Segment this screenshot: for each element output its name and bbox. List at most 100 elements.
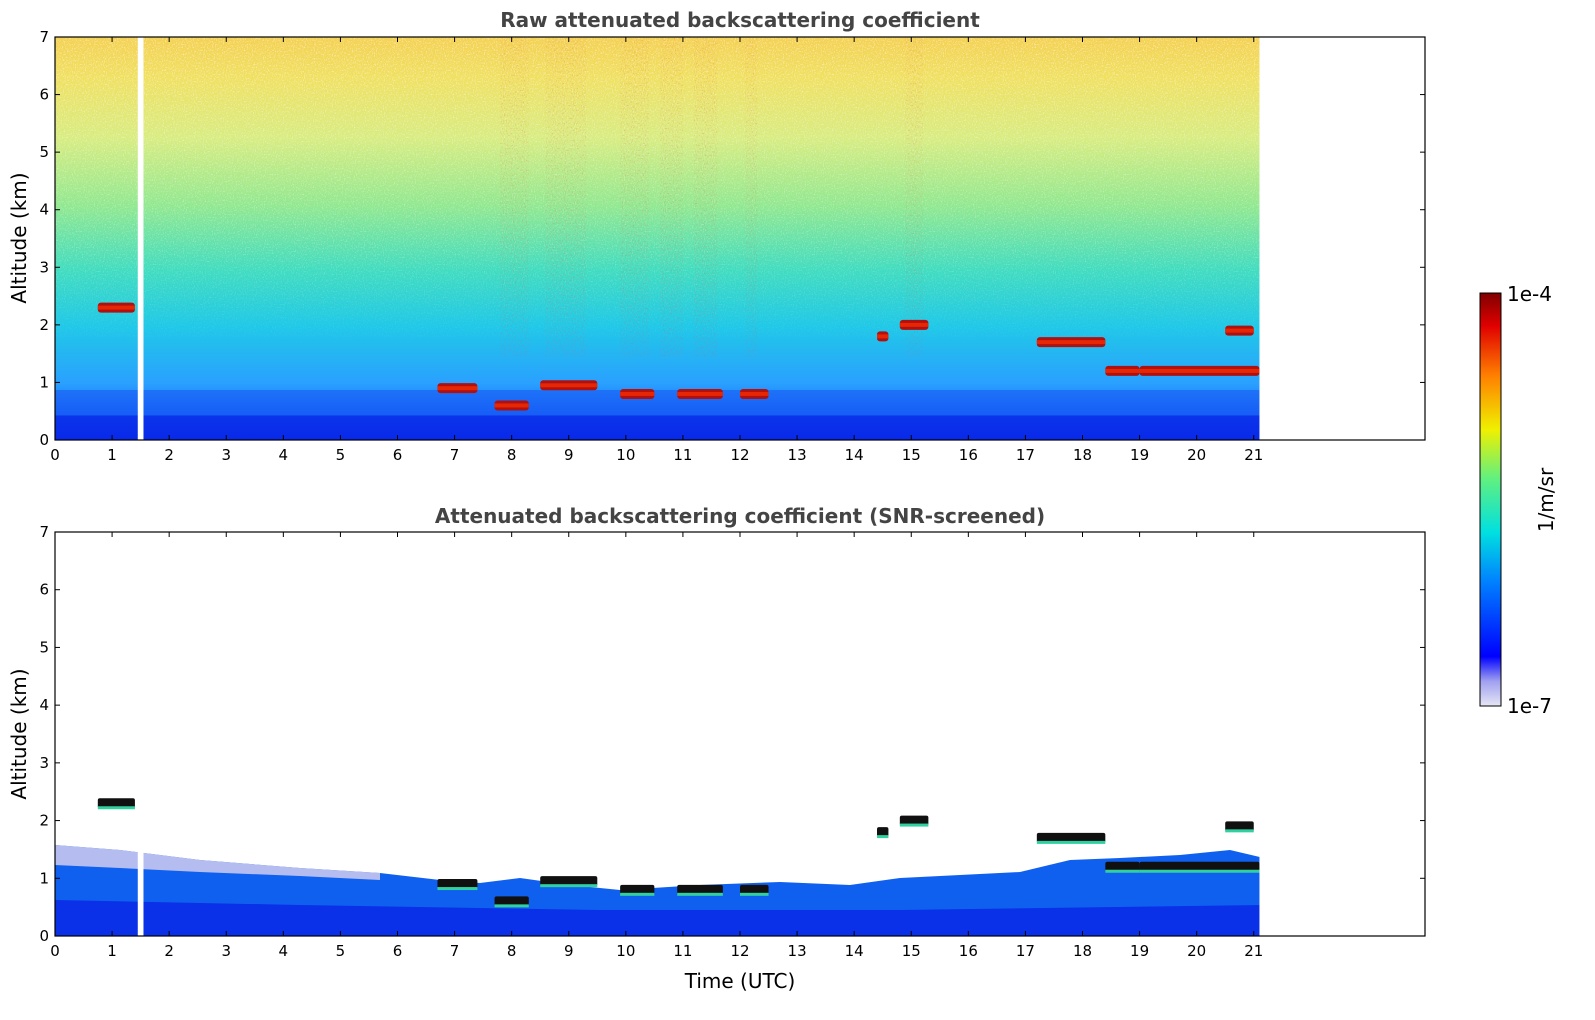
panel1-y-tick-label: 6 <box>39 86 49 104</box>
panel2-y-axis: 0 1 2 3 4 5 6 7 <box>39 523 1425 945</box>
panel2-x-tick-label: 9 <box>564 942 574 960</box>
cloud-layer <box>494 896 529 907</box>
panel2-y-tick-label: 4 <box>39 696 49 714</box>
cloud-layer-edge <box>1105 869 1140 873</box>
panel2-x-tick-label: 6 <box>393 942 403 960</box>
cloud-layer-core <box>97 305 135 310</box>
colorbar-unit-label: 1/m/sr <box>1534 467 1558 532</box>
panel2-x-tick-label: 3 <box>221 942 231 960</box>
panel1-x-tick-label: 14 <box>845 446 864 464</box>
cloud-layer-edge <box>540 884 598 888</box>
cloud-layer-core <box>620 391 655 396</box>
cloud-layer-edge <box>899 823 929 827</box>
panel1-x-tick-label: 2 <box>164 446 174 464</box>
cloud-layer <box>677 884 723 895</box>
cloud-layer <box>877 827 889 838</box>
panel1-x-axis: 0 1 2 3 4 5 6 7 8 9 10 11 12 13 14 15 16 17 18 19 20 21 <box>50 37 1263 464</box>
panel2-y-tick-label: 7 <box>39 523 49 541</box>
panel2-x-tick-label: 20 <box>1187 942 1206 960</box>
panel1-x-tick-label: 1 <box>107 446 117 464</box>
panel1-x-tick-label: 4 <box>279 446 289 464</box>
panel1-x-tick-label: 0 <box>50 446 60 464</box>
panel1-x-tick-label: 3 <box>221 446 231 464</box>
cloud-layer <box>540 876 598 887</box>
panel2-x-tick-label: 4 <box>279 942 289 960</box>
data-gap <box>137 532 144 936</box>
panel1-x-tick-label: 16 <box>959 446 978 464</box>
panel1-y-tick-label: 0 <box>39 431 49 449</box>
cloud-layer <box>899 815 929 826</box>
panel2-x-axis: 0 1 2 3 4 5 6 7 8 9 10 11 12 13 14 15 16 17 18 19 20 21 <box>50 532 1263 960</box>
screened-cloud-layers <box>97 798 1260 908</box>
panel1-x-tick-label: 20 <box>1187 446 1206 464</box>
panel2-y-tick-label: 5 <box>39 638 49 656</box>
panel1-y-tick-label: 3 <box>39 258 49 276</box>
panel1-y-tick-label: 7 <box>39 28 49 46</box>
panel2-x-tick-label: 1 <box>107 942 117 960</box>
data-gap <box>137 37 144 440</box>
cloud-layer-edge <box>97 806 135 810</box>
panel1-y-tick-label: 4 <box>39 201 49 219</box>
raw-cloud-layers <box>97 302 1260 411</box>
cloud-layer-edge <box>494 904 529 908</box>
cloud-layer-edge <box>677 892 723 896</box>
colorbar-gradient <box>1479 292 1502 707</box>
panel2-x-tick-label: 18 <box>1073 942 1092 960</box>
panel1-x-tick-label: 18 <box>1073 446 1092 464</box>
raw-backscatter-panel: Raw attenuated backscattering coefficien… <box>7 8 1426 464</box>
cloud-layer-core <box>1036 340 1106 345</box>
panel1-x-tick-label: 21 <box>1244 446 1263 464</box>
screened-low-signal-wedge <box>55 845 380 880</box>
signal-streak <box>745 37 758 357</box>
panel2-y-tick-label: 0 <box>39 927 49 945</box>
raw-heatmap <box>55 37 1425 440</box>
panel2-x-tick-label: 13 <box>788 942 807 960</box>
raw-boundary-layer-upper <box>55 390 1264 416</box>
raw-heatmap-red-streaks <box>500 37 923 357</box>
panel2-x-label: Time (UTC) <box>684 969 796 993</box>
cloud-layer-edge <box>740 892 769 896</box>
cloud-layer <box>1105 861 1140 872</box>
panel2-y-tick-label: 2 <box>39 812 49 830</box>
panel2-x-tick-label: 2 <box>164 942 174 960</box>
signal-streak <box>620 37 649 357</box>
panel1-x-tick-label: 15 <box>902 446 921 464</box>
cloud-layer-edge <box>437 887 478 891</box>
panel2-x-tick-label: 17 <box>1016 942 1035 960</box>
signal-streak <box>694 37 718 357</box>
cloud-layer-core <box>899 322 929 327</box>
panel2-x-tick-label: 12 <box>730 942 749 960</box>
panel2-x-tick-label: 14 <box>845 942 864 960</box>
panel1-x-tick-label: 7 <box>450 446 460 464</box>
panel1-x-tick-label: 11 <box>673 446 692 464</box>
panel1-x-tick-label: 12 <box>730 446 749 464</box>
cloud-layer-core <box>1139 368 1260 373</box>
panel2-y-tick-label: 3 <box>39 754 49 772</box>
cloud-layer-core <box>437 386 478 391</box>
panel2-x-tick-label: 8 <box>507 942 517 960</box>
panel2-y-tick-label: 6 <box>39 581 49 599</box>
cloud-layer-core <box>1105 368 1140 373</box>
panel1-y-tick-label: 2 <box>39 316 49 334</box>
screened-boundary-layer-lower <box>55 900 1264 936</box>
cloud-layer-core <box>877 334 889 339</box>
panel2-y-tick-label: 1 <box>39 869 49 887</box>
signal-streak <box>500 37 529 357</box>
colorbar: 1e-4 1e-7 1/m/sr <box>1479 282 1558 718</box>
panel1-x-tick-label: 10 <box>616 446 635 464</box>
cloud-layer <box>620 884 655 895</box>
signal-streak <box>660 37 683 357</box>
panel1-x-tick-label: 17 <box>1016 446 1035 464</box>
panel2-x-tick-label: 0 <box>50 942 60 960</box>
panel2-title: Attenuated backscattering coefficient (S… <box>435 504 1045 528</box>
colorbar-max-label: 1e-4 <box>1507 282 1552 306</box>
cloud-layer-core <box>494 403 529 408</box>
panel1-y-tick-label: 5 <box>39 143 49 161</box>
panel2-x-tick-label: 21 <box>1244 942 1263 960</box>
cloud-layer-core <box>740 391 769 396</box>
cloud-layer-edge <box>1139 869 1260 873</box>
panel1-y-axis: 0 1 2 3 4 5 6 7 <box>39 28 1425 449</box>
signal-streak <box>905 37 923 357</box>
cloud-layer-edge <box>620 892 655 896</box>
panel1-x-tick-label: 6 <box>393 446 403 464</box>
